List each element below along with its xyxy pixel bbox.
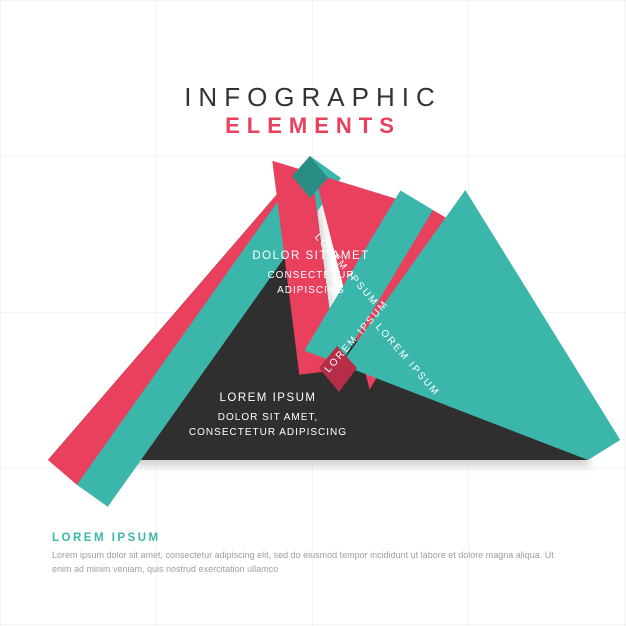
panel-bottom-heading: LOREM IPSUM	[163, 390, 373, 407]
footer: LOREM IPSUM Lorem ipsum dolor sit amet, …	[52, 532, 566, 576]
panel-bottom-text: LOREM IPSUM DOLOR SIT AMET,CONSECTETUR A…	[163, 390, 373, 440]
footer-title: LOREM IPSUM	[52, 532, 566, 544]
panel-bottom-body: DOLOR SIT AMET,CONSECTETUR ADIPISCING	[189, 412, 347, 438]
footer-body: Lorem ipsum dolor sit amet, consectetur …	[52, 549, 562, 576]
panel-top-heading: DOLOR SIT AMET	[234, 248, 388, 265]
